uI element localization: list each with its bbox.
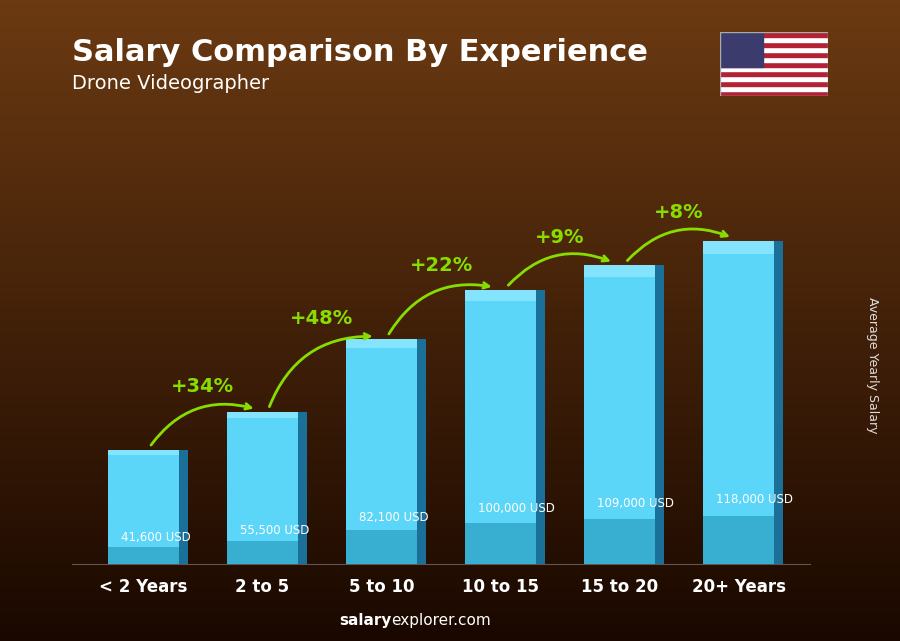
Text: +34%: +34%	[171, 377, 235, 395]
Bar	[720, 42, 828, 47]
Bar	[346, 339, 418, 348]
Bar	[720, 32, 828, 37]
Text: 41,600 USD: 41,600 USD	[121, 531, 190, 544]
Bar	[720, 47, 828, 52]
Bar	[464, 523, 536, 564]
Bar	[720, 32, 763, 67]
Bar	[720, 37, 828, 42]
Bar	[703, 240, 774, 254]
Bar	[720, 81, 828, 87]
Bar	[655, 265, 664, 564]
Bar	[720, 76, 828, 81]
Bar	[720, 91, 828, 96]
Bar	[464, 290, 536, 564]
Bar	[227, 541, 298, 564]
Text: 55,500 USD: 55,500 USD	[239, 524, 309, 537]
Bar	[298, 412, 307, 564]
Bar	[346, 339, 418, 564]
Bar	[464, 290, 536, 301]
Bar	[703, 515, 774, 564]
Bar	[774, 240, 783, 564]
Bar	[108, 450, 179, 564]
Text: +9%: +9%	[536, 228, 585, 247]
Bar	[584, 265, 655, 278]
Text: +22%: +22%	[410, 256, 472, 276]
Bar	[720, 52, 828, 56]
Bar	[584, 519, 655, 564]
Bar	[584, 265, 655, 564]
Bar	[108, 450, 179, 454]
Bar	[720, 72, 828, 76]
Text: 82,100 USD: 82,100 USD	[358, 511, 428, 524]
Bar	[720, 87, 828, 91]
Bar	[179, 450, 188, 564]
Text: Average Yearly Salary: Average Yearly Salary	[867, 297, 879, 433]
Bar	[418, 339, 426, 564]
Text: 100,000 USD: 100,000 USD	[478, 502, 554, 515]
Bar	[227, 412, 298, 418]
Text: 109,000 USD: 109,000 USD	[597, 497, 674, 510]
Bar	[227, 412, 298, 564]
Bar	[346, 530, 418, 564]
Bar	[720, 62, 828, 67]
Bar	[108, 547, 179, 564]
Bar	[720, 67, 828, 72]
Text: salary: salary	[339, 613, 392, 628]
Bar	[536, 290, 544, 564]
Text: Salary Comparison By Experience: Salary Comparison By Experience	[72, 38, 648, 67]
Text: explorer.com: explorer.com	[392, 613, 491, 628]
Text: +48%: +48%	[291, 309, 354, 328]
Bar	[703, 240, 774, 564]
Text: +8%: +8%	[654, 203, 704, 222]
Text: 118,000 USD: 118,000 USD	[716, 493, 793, 506]
Bar	[720, 56, 828, 62]
Text: Drone Videographer: Drone Videographer	[72, 74, 269, 93]
